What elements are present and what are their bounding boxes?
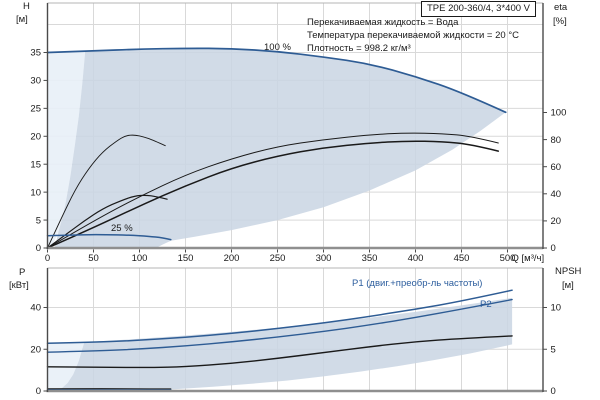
operating-envelope	[54, 48, 506, 248]
pump-model-title: TPE 200-360/4, 3*400 V	[421, 1, 536, 17]
curve-eta-25-total	[46, 194, 168, 249]
curve-eta-100-total	[46, 140, 500, 249]
svg-text:35: 35	[30, 48, 41, 59]
svg-text:500: 500	[500, 253, 516, 264]
info-line-fluid: Перекачиваемая жидкость = Вода	[307, 17, 459, 28]
svg-text:100: 100	[132, 253, 148, 264]
svg-text:40: 40	[551, 189, 562, 200]
svg-text:400: 400	[408, 253, 424, 264]
svg-text:0: 0	[36, 243, 41, 254]
curve-qh-25	[46, 233, 172, 241]
curve-qh-100	[46, 47, 507, 114]
power-npsh-chart: 0 20 40 0 5 10	[30, 267, 561, 398]
svg-text:40: 40	[30, 303, 41, 314]
svg-text:30: 30	[30, 76, 41, 87]
curve-p2-100	[46, 298, 513, 353]
info-line-density: Плотность = 998.2 кг/м³	[307, 42, 411, 54]
svg-text:0: 0	[551, 243, 556, 254]
svg-text:300: 300	[316, 253, 332, 264]
h-axis-label: H	[23, 1, 30, 12]
svg-text:250: 250	[270, 253, 286, 264]
svg-text:10: 10	[30, 187, 41, 198]
svg-text:80: 80	[551, 135, 562, 146]
svg-text:5: 5	[36, 215, 41, 226]
speed-25-label: 25 %	[111, 223, 133, 234]
svg-text:0: 0	[45, 253, 50, 264]
curve-eta-25-pump	[47, 134, 166, 249]
p-axis-label: P	[19, 267, 26, 278]
svg-text:50: 50	[88, 253, 99, 264]
shaded-areas	[47, 297, 513, 391]
tick-labels: 0 20 40 0 5 10	[30, 303, 561, 398]
curve-eta-100-pump	[47, 132, 499, 249]
curves	[46, 47, 507, 249]
info-line-temperature: Температура перекачиваемой жидкости = 20…	[307, 29, 519, 41]
fluid-info-block: Перекачиваемая жидкость = Вода Температу…	[307, 17, 519, 56]
axes-frame	[46, 267, 544, 393]
npsh-axis-unit: [м]	[562, 280, 574, 291]
p-axis-unit: [кВт]	[9, 280, 29, 291]
npsh-axis-label: NPSH	[555, 266, 582, 277]
eta-axis-label: eta	[554, 2, 568, 13]
svg-text:60: 60	[551, 162, 562, 173]
svg-text:25: 25	[30, 104, 41, 115]
eta-axis-unit: [%]	[553, 16, 567, 27]
svg-text:0: 0	[551, 386, 556, 397]
svg-text:450: 450	[454, 253, 470, 264]
operating-envelope-light	[47, 51, 86, 249]
h-axis-unit: [м]	[16, 14, 28, 25]
svg-text:350: 350	[362, 253, 378, 264]
shaded-areas	[47, 48, 506, 249]
svg-text:150: 150	[178, 253, 194, 264]
svg-text:Q [м³/ч]: Q [м³/ч]	[512, 253, 545, 264]
svg-text:200: 200	[224, 253, 240, 264]
svg-text:100: 100	[551, 108, 567, 119]
curve-p1-100	[46, 289, 513, 344]
svg-text:0: 0	[36, 386, 41, 397]
svg-text:20: 20	[30, 344, 41, 355]
p1-curve-label: P1 (двиг.+преобр-ль частоты)	[352, 278, 483, 289]
curve-npsh	[46, 335, 513, 369]
svg-text:10: 10	[551, 303, 562, 314]
p2-curve-label: P2	[480, 299, 492, 310]
svg-text:20: 20	[30, 131, 41, 142]
speed-100-label: 100 %	[264, 42, 291, 53]
svg-text:15: 15	[30, 159, 41, 170]
svg-text:5: 5	[551, 344, 556, 355]
svg-text:20: 20	[551, 216, 562, 227]
